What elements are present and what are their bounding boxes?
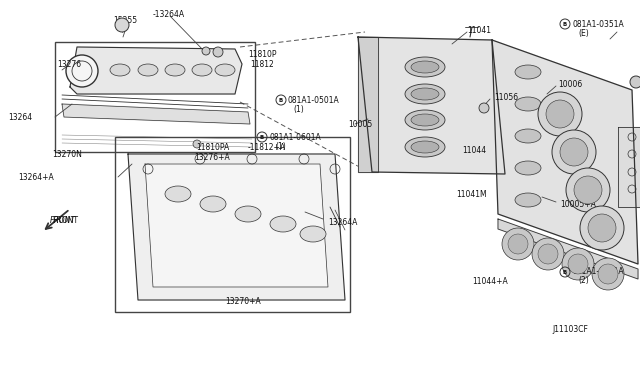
Ellipse shape [411, 88, 439, 100]
Ellipse shape [270, 216, 296, 232]
Circle shape [574, 176, 602, 204]
Circle shape [532, 238, 564, 270]
Circle shape [538, 244, 558, 264]
Text: (1): (1) [275, 141, 285, 151]
Ellipse shape [515, 193, 541, 207]
Ellipse shape [411, 114, 439, 126]
Text: 13276: 13276 [57, 60, 81, 68]
Text: 13264+A: 13264+A [18, 173, 54, 182]
Circle shape [630, 76, 640, 88]
Circle shape [568, 254, 588, 274]
Ellipse shape [405, 57, 445, 77]
Text: 11041: 11041 [467, 26, 491, 35]
Text: 11041M: 11041M [456, 189, 486, 199]
Text: 081A1-0501A: 081A1-0501A [288, 96, 340, 105]
Ellipse shape [138, 64, 158, 76]
Text: 11812: 11812 [250, 60, 274, 68]
Text: 081A1-0351A: 081A1-0351A [573, 19, 625, 29]
Text: B: B [279, 97, 283, 103]
Ellipse shape [235, 206, 261, 222]
Text: 13270+A: 13270+A [225, 298, 260, 307]
Circle shape [479, 103, 489, 113]
Ellipse shape [405, 84, 445, 104]
Text: 11044+A: 11044+A [472, 278, 508, 286]
Circle shape [566, 168, 610, 212]
Polygon shape [62, 104, 250, 124]
Text: (E): (E) [578, 29, 589, 38]
Ellipse shape [110, 64, 130, 76]
Circle shape [552, 130, 596, 174]
Circle shape [213, 47, 223, 57]
Ellipse shape [515, 65, 541, 79]
Ellipse shape [300, 226, 326, 242]
Text: 11056: 11056 [494, 93, 518, 102]
Text: 10005: 10005 [348, 119, 372, 128]
Ellipse shape [411, 141, 439, 153]
Circle shape [562, 248, 594, 280]
Ellipse shape [165, 186, 191, 202]
Polygon shape [618, 127, 640, 207]
Circle shape [202, 47, 210, 55]
Text: FRONT: FRONT [52, 215, 78, 224]
Text: 13264: 13264 [8, 112, 32, 122]
Polygon shape [358, 37, 505, 174]
Ellipse shape [515, 161, 541, 175]
Ellipse shape [192, 64, 212, 76]
Ellipse shape [405, 110, 445, 130]
Text: 13264A: 13264A [328, 218, 357, 227]
Circle shape [115, 18, 129, 32]
Circle shape [592, 258, 624, 290]
Text: 13276+A: 13276+A [194, 153, 230, 161]
Circle shape [546, 100, 574, 128]
Circle shape [598, 264, 618, 284]
Ellipse shape [515, 129, 541, 143]
Text: J11103CF: J11103CF [552, 326, 588, 334]
Text: -11812+A: -11812+A [248, 142, 286, 151]
Ellipse shape [200, 196, 226, 212]
Text: 081A1-0601A: 081A1-0601A [270, 132, 322, 141]
Text: (2): (2) [578, 276, 589, 285]
Text: 10005+A: 10005+A [560, 199, 596, 208]
Text: B: B [563, 22, 567, 26]
Polygon shape [498, 219, 638, 279]
Text: 15255: 15255 [113, 16, 137, 25]
Ellipse shape [215, 64, 235, 76]
Text: 081A1-0201A: 081A1-0201A [573, 267, 625, 276]
Text: FRONT: FRONT [50, 215, 76, 224]
Ellipse shape [411, 61, 439, 73]
Circle shape [588, 214, 616, 242]
Ellipse shape [515, 97, 541, 111]
Polygon shape [492, 40, 638, 264]
Text: 10006: 10006 [558, 80, 582, 89]
Circle shape [193, 140, 201, 148]
Polygon shape [70, 47, 242, 94]
Text: 13270N: 13270N [52, 150, 82, 158]
Text: -13264A: -13264A [153, 10, 185, 19]
Circle shape [560, 138, 588, 166]
Text: (1): (1) [293, 105, 304, 113]
Circle shape [508, 234, 528, 254]
Polygon shape [145, 164, 328, 287]
Circle shape [538, 92, 582, 136]
Ellipse shape [405, 137, 445, 157]
Text: B: B [563, 269, 567, 275]
Polygon shape [358, 37, 378, 172]
Polygon shape [128, 154, 345, 300]
Circle shape [580, 206, 624, 250]
Circle shape [66, 55, 98, 87]
Text: 11044: 11044 [462, 145, 486, 154]
Text: B: B [260, 135, 264, 140]
Circle shape [502, 228, 534, 260]
Text: 11810P: 11810P [248, 49, 276, 58]
Text: 11810PA: 11810PA [196, 142, 229, 151]
Ellipse shape [165, 64, 185, 76]
